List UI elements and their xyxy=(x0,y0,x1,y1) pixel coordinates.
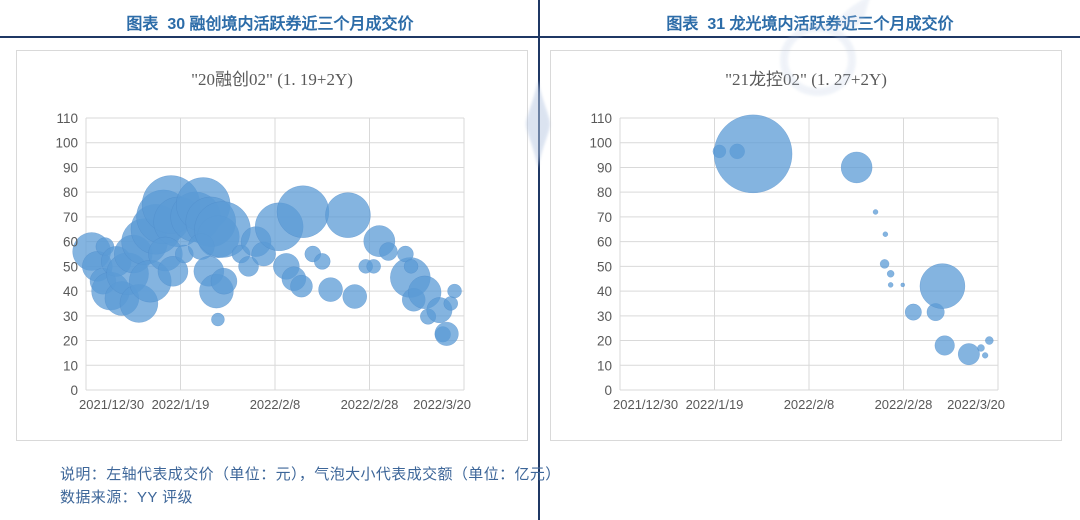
svg-text:110: 110 xyxy=(56,111,78,126)
svg-text:0: 0 xyxy=(604,383,612,398)
svg-text:40: 40 xyxy=(597,284,612,299)
svg-text:90: 90 xyxy=(597,160,612,175)
svg-text:80: 80 xyxy=(63,185,78,200)
svg-text:30: 30 xyxy=(597,309,612,324)
svg-text:2022/3/20: 2022/3/20 xyxy=(947,397,1005,412)
svg-text:20: 20 xyxy=(597,334,612,349)
svg-text:2021/12/30: 2021/12/30 xyxy=(613,397,678,412)
svg-text:40: 40 xyxy=(63,284,78,299)
svg-text:30: 30 xyxy=(63,309,78,324)
svg-text:10: 10 xyxy=(63,358,78,373)
svg-text:2022/2/28: 2022/2/28 xyxy=(875,397,933,412)
svg-text:2022/2/28: 2022/2/28 xyxy=(341,397,399,412)
svg-text:2021/12/30: 2021/12/30 xyxy=(79,397,144,412)
svg-text:50: 50 xyxy=(63,259,78,274)
svg-text:70: 70 xyxy=(597,210,612,225)
svg-text:20: 20 xyxy=(63,334,78,349)
svg-text:100: 100 xyxy=(589,136,612,151)
svg-text:10: 10 xyxy=(597,358,612,373)
svg-text:0: 0 xyxy=(70,383,78,398)
svg-text:60: 60 xyxy=(63,235,78,250)
svg-text:2022/1/19: 2022/1/19 xyxy=(152,397,210,412)
svg-text:60: 60 xyxy=(597,235,612,250)
svg-text:2022/2/8: 2022/2/8 xyxy=(250,397,301,412)
svg-text:80: 80 xyxy=(597,185,612,200)
svg-text:2022/1/19: 2022/1/19 xyxy=(686,397,744,412)
svg-text:90: 90 xyxy=(63,160,78,175)
svg-text:2022/2/8: 2022/2/8 xyxy=(784,397,835,412)
svg-text:50: 50 xyxy=(597,259,612,274)
svg-text:2022/3/20: 2022/3/20 xyxy=(413,397,471,412)
svg-text:100: 100 xyxy=(55,136,78,151)
svg-text:70: 70 xyxy=(63,210,78,225)
svg-text:110: 110 xyxy=(590,111,612,126)
